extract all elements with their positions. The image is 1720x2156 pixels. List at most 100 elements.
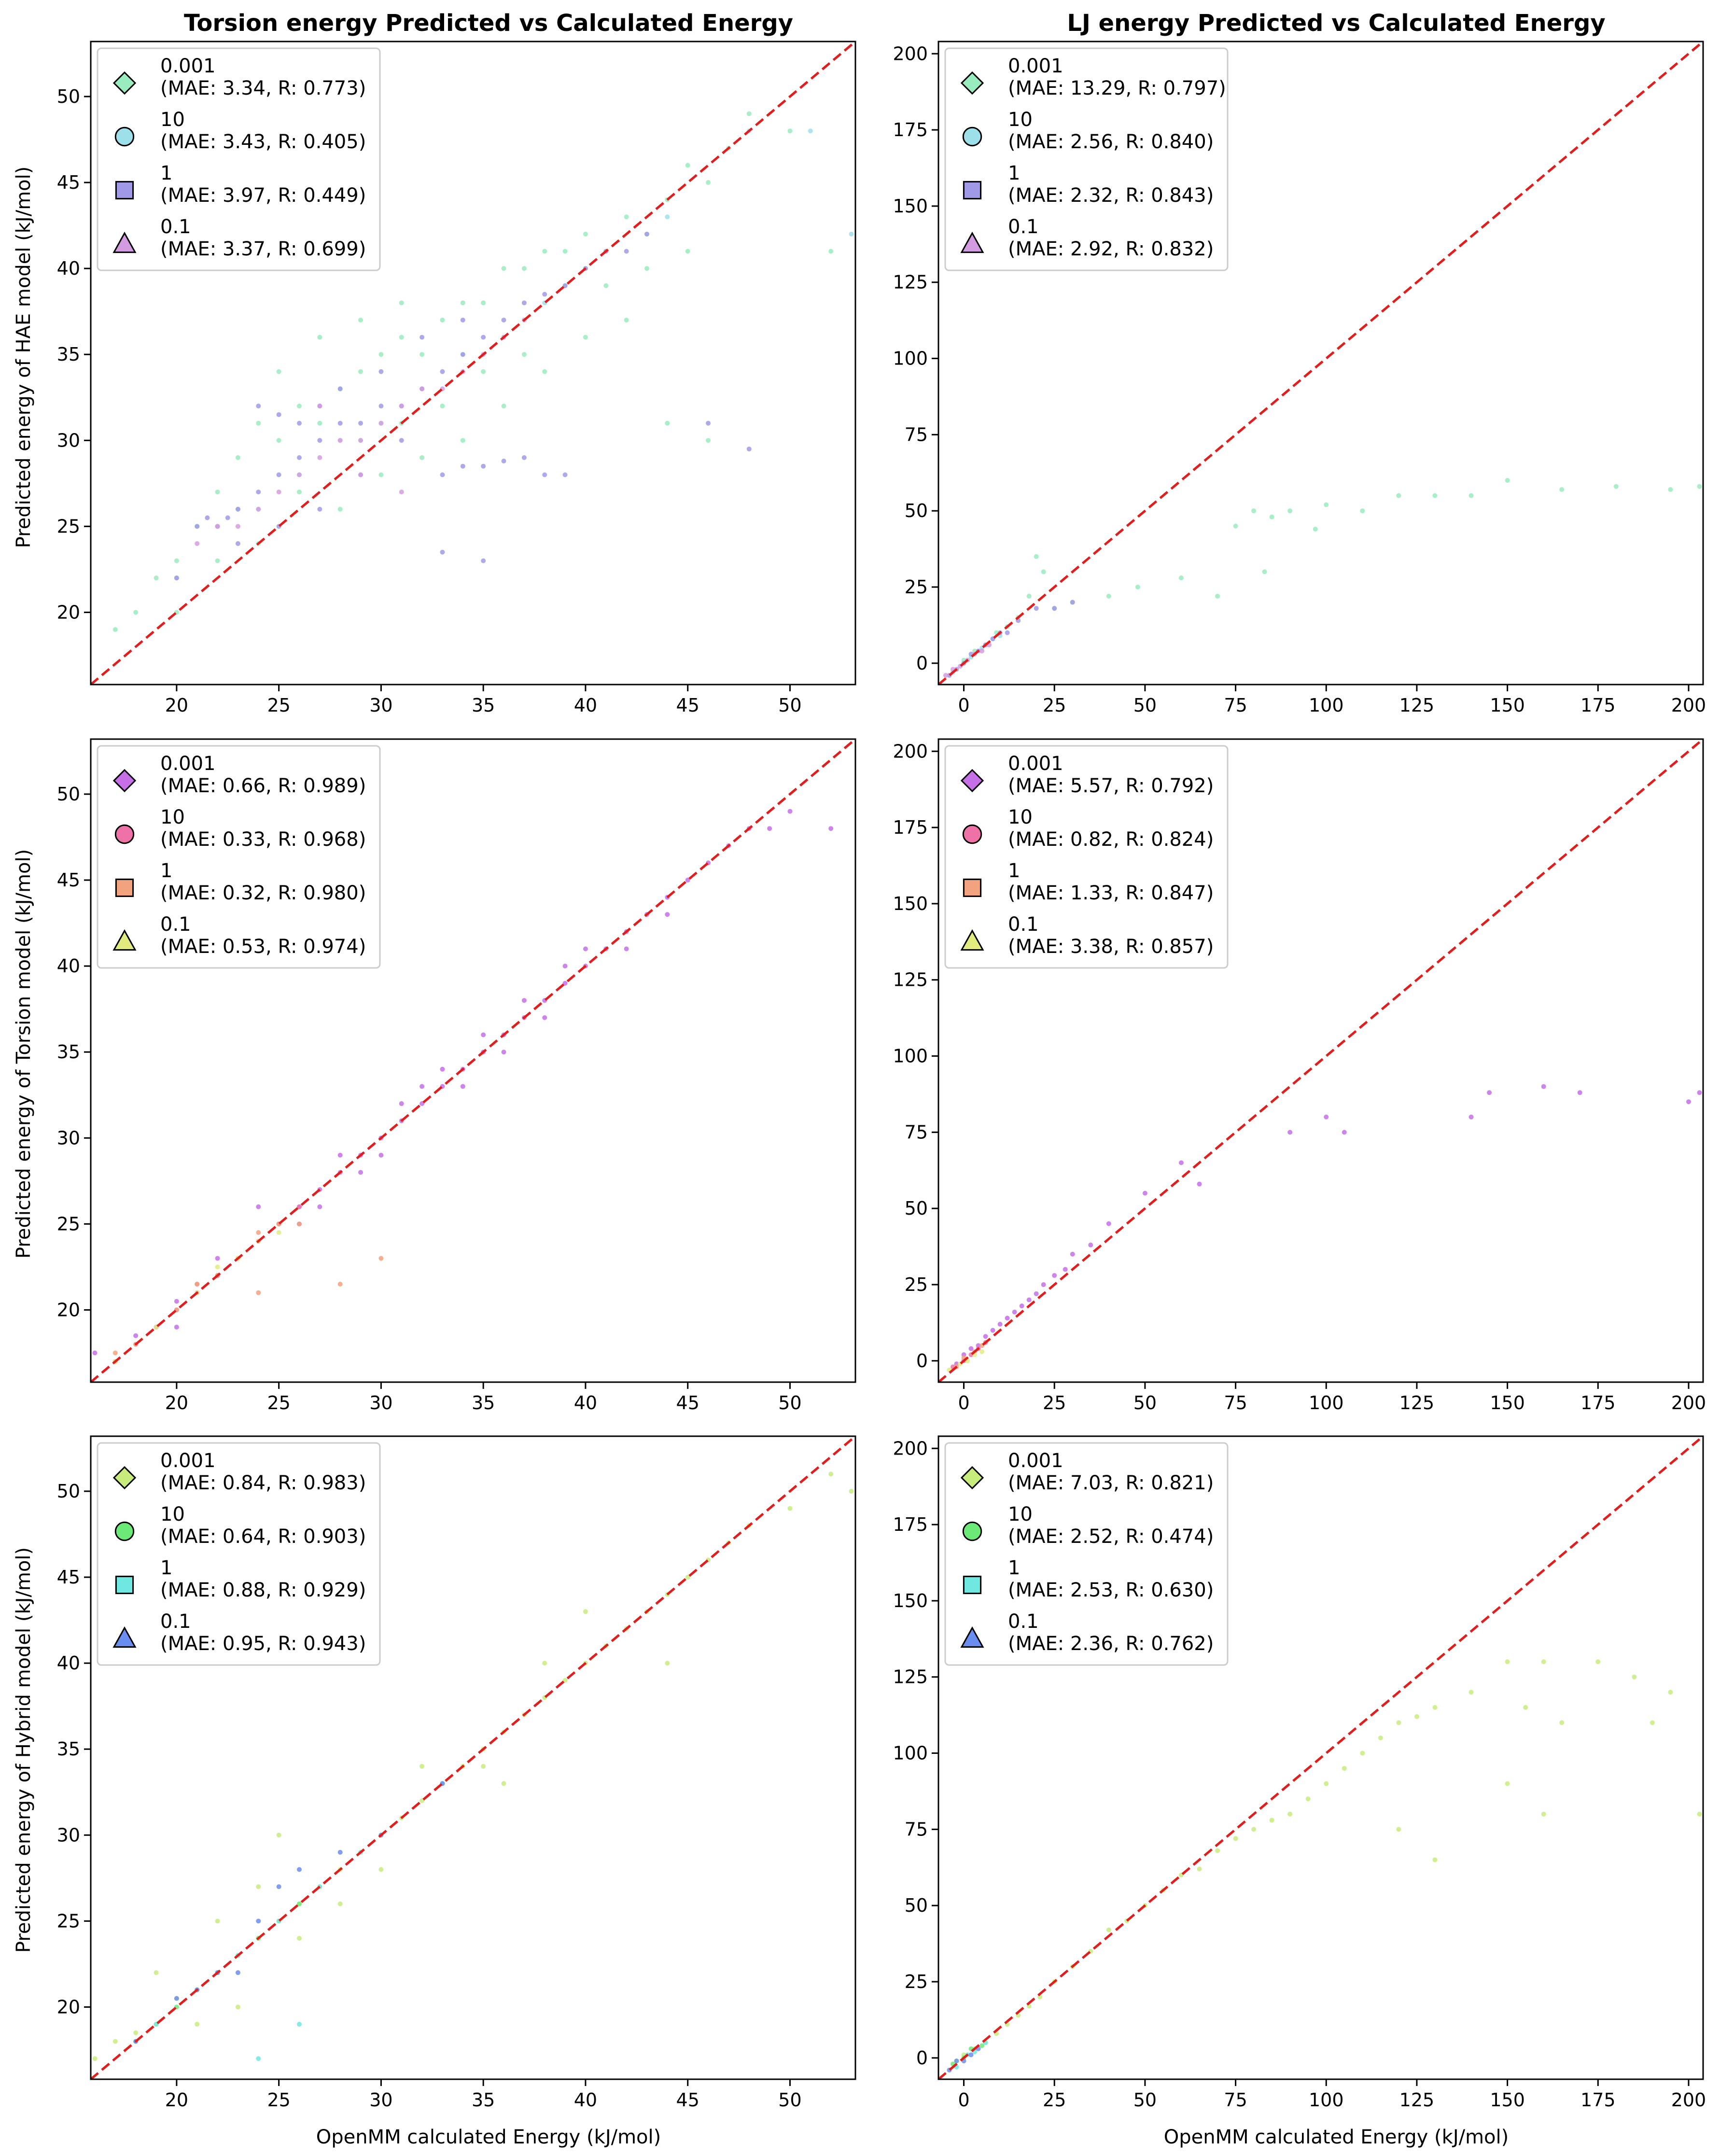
- data-point-series-2: [112, 1350, 118, 1356]
- legend: 0.001(MAE: 0.66, R: 0.989) 10(MAE: 0.33, …: [97, 745, 381, 969]
- data-point-series-0: [481, 1764, 486, 1769]
- data-point-series-0: [337, 1152, 343, 1158]
- legend-entry: 0.001(MAE: 7.03, R: 0.821): [960, 1450, 1214, 1494]
- y-tick-label: 50: [57, 784, 80, 805]
- legend-marker-square: [115, 181, 134, 200]
- x-tick-label: 20: [165, 1392, 188, 1414]
- x-tick-label: 125: [1399, 695, 1435, 716]
- legend-series-stats: (MAE: 2.32, R: 0.843): [1008, 184, 1214, 207]
- data-point-series-3: [174, 1996, 179, 2001]
- legend-entry: 10(MAE: 2.56, R: 0.840): [962, 109, 1214, 153]
- data-point-series-0: [1650, 1720, 1655, 1725]
- y-tick-label: 150: [893, 196, 928, 217]
- x-tick-label: 200: [1671, 1392, 1706, 1414]
- data-point-series-0: [501, 1050, 506, 1055]
- legend-series-stats: (MAE: 1.33, R: 0.847): [1008, 882, 1214, 904]
- data-point-series-0: [297, 1935, 302, 1941]
- data-point-series-0: [1487, 1090, 1492, 1095]
- data-point-series-0: [460, 1084, 465, 1089]
- x-tick-label: 50: [1133, 1392, 1157, 1414]
- data-point-series-3: [358, 472, 364, 477]
- column-title-torsion: Torsion energy Predicted vs Calculated E…: [184, 10, 793, 37]
- legend-frame: [944, 745, 1229, 969]
- y-tick-label: 175: [893, 817, 928, 838]
- x-tick-label: 20: [165, 2089, 188, 2111]
- identity-reference-line: [91, 739, 855, 1382]
- legend-entry: 0.1(MAE: 0.53, R: 0.974): [112, 913, 366, 958]
- x-tick-label: 30: [369, 1392, 392, 1414]
- data-point-series-2: [460, 352, 465, 357]
- data-point-series-2: [276, 472, 281, 477]
- data-point-series-0: [665, 420, 670, 426]
- identity-reference-line: [938, 42, 1703, 685]
- data-point-series-3: [276, 1884, 281, 1890]
- data-point-series-0: [685, 163, 690, 168]
- data-point-series-0: [1251, 508, 1257, 514]
- scatter-points: [943, 478, 1702, 678]
- data-point-series-0: [665, 1661, 670, 1666]
- data-point-series-0: [1324, 502, 1329, 507]
- legend: 0.001(MAE: 7.03, R: 0.821) 10(MAE: 2.52, …: [944, 1442, 1229, 1666]
- data-point-series-0: [235, 455, 240, 460]
- y-tick-label: 50: [905, 1895, 928, 1916]
- legend-marker-square: [963, 1575, 982, 1595]
- data-point-series-0: [685, 1575, 690, 1580]
- data-point-series-0: [420, 352, 425, 357]
- legend-series-name: 10: [1008, 1503, 1033, 1526]
- legend-marker-diamond: [112, 71, 137, 95]
- identity-reference-line: [91, 1436, 855, 2079]
- legend-marker-triangle: [112, 231, 137, 253]
- data-point-series-2: [501, 459, 506, 464]
- legend-series-name: 10: [160, 109, 185, 131]
- legend-marker-diamond: [960, 1466, 984, 1490]
- data-point-series-0: [1559, 487, 1565, 492]
- data-point-series-2: [378, 369, 384, 374]
- x-tick-label: 125: [1399, 1392, 1435, 1414]
- data-point-series-0: [440, 1066, 445, 1072]
- y-tick-label: 50: [57, 1481, 80, 1502]
- data-point-series-0: [215, 1256, 220, 1261]
- legend-marker-diamond: [960, 769, 984, 793]
- data-point-series-0: [685, 878, 690, 883]
- legend-series-stats: (MAE: 2.53, R: 0.630): [1008, 1579, 1214, 1601]
- legend-series-name: 10: [160, 806, 185, 828]
- data-point-series-0: [583, 946, 588, 952]
- legend-series-stats: (MAE: 13.29, R: 0.797): [1008, 77, 1226, 99]
- legend-series-stats: (MAE: 0.84, R: 0.983): [160, 1472, 366, 1494]
- data-point-series-0: [399, 1101, 404, 1106]
- data-point-series-0: [828, 249, 834, 254]
- legend-entry: 10(MAE: 0.64, R: 0.903): [114, 1503, 366, 1548]
- data-point-series-0: [1613, 484, 1619, 489]
- data-point-series-2: [420, 335, 425, 340]
- y-tick-label: 150: [893, 893, 928, 914]
- data-point-series-0: [215, 1918, 220, 1924]
- legend-series-name: 0.001: [1008, 1450, 1063, 1472]
- x-tick-label: 50: [778, 1392, 801, 1414]
- legend-entry: 0.001(MAE: 3.34, R: 0.773): [112, 55, 366, 99]
- x-tick-label: 45: [676, 695, 699, 716]
- legend-series-name: 10: [1008, 806, 1033, 828]
- x-tick-label: 25: [267, 2089, 290, 2111]
- legend: 0.001(MAE: 13.29, R: 0.797) 10(MAE: 2.56,…: [944, 47, 1229, 271]
- data-point-series-0: [583, 231, 588, 237]
- data-point-series-2: [297, 455, 302, 460]
- x-tick-label: 40: [574, 695, 597, 716]
- legend-marker-diamond: [112, 769, 137, 793]
- x-tick-label: 30: [369, 2089, 392, 2111]
- identity-reference-line: [938, 739, 1703, 1382]
- data-point-series-0: [501, 404, 506, 409]
- legend-entry: 0.001(MAE: 0.66, R: 0.989): [112, 753, 366, 797]
- x-tick-label: 40: [574, 2089, 597, 2111]
- x-tick-label: 100: [1309, 2089, 1344, 2111]
- legend-entry: 0.1(MAE: 0.95, R: 0.943): [112, 1610, 366, 1655]
- data-point-series-2: [562, 283, 568, 288]
- data-point-series-3: [297, 1867, 302, 1872]
- legend-series-name: 0.001: [160, 753, 216, 775]
- data-point-series-0: [297, 404, 302, 409]
- data-point-series-2: [256, 1290, 261, 1295]
- data-point-series-2: [624, 249, 629, 254]
- y-tick-label: 200: [893, 43, 928, 64]
- data-point-series-0: [983, 1334, 988, 1339]
- y-tick-label: 40: [57, 258, 80, 279]
- x-tick-label: 75: [1224, 695, 1247, 716]
